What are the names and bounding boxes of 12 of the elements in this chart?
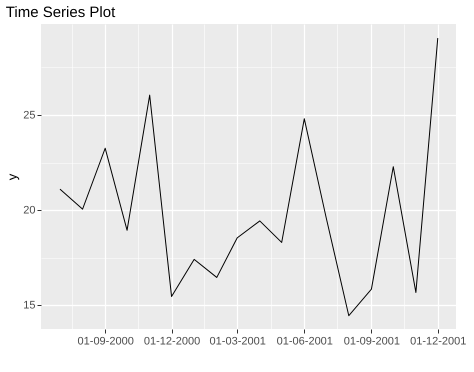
x-tick-label: 01-03-2001 [210, 336, 266, 348]
x-tick-label: 01-09-2000 [78, 336, 134, 348]
y-axis-title: y [4, 173, 20, 180]
x-tick-label: 01-09-2001 [344, 336, 400, 348]
x-tick-label: 01-12-2000 [144, 336, 200, 348]
line-series [59, 38, 438, 316]
y-tick-label: 20 [23, 204, 36, 217]
y-tick-label: 25 [23, 109, 36, 122]
chart-title: Time Series Plot [6, 4, 116, 21]
y-tick-label: 15 [23, 300, 36, 312]
x-tick-label: 01-12-2001 [410, 336, 466, 348]
x-tick-label: 01-06-2001 [276, 336, 333, 348]
